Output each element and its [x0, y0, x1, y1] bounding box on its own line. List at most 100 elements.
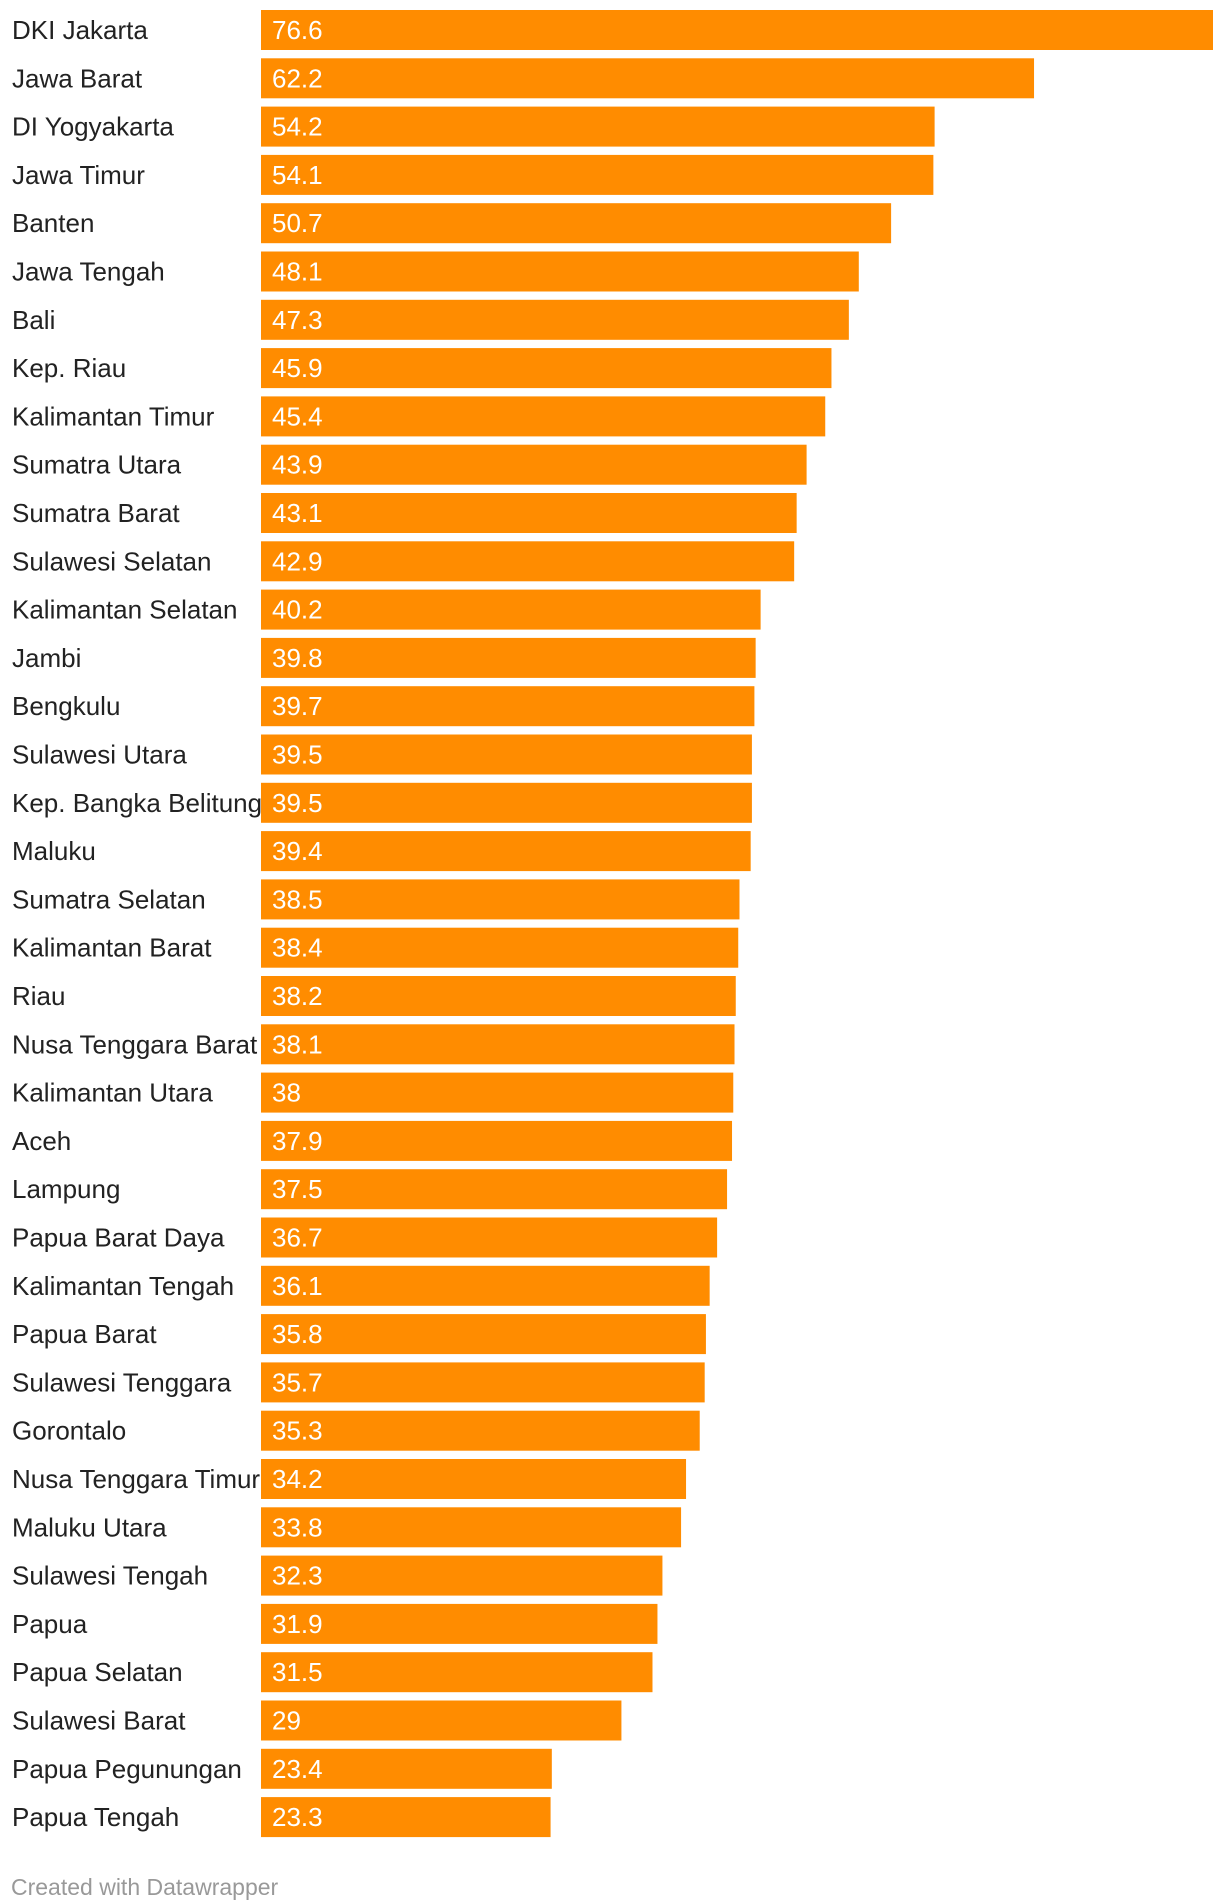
category-label: Maluku Utara	[12, 1512, 167, 1542]
category-label: Sulawesi Barat	[12, 1706, 186, 1736]
category-label: Sulawesi Utara	[12, 740, 187, 770]
bar	[261, 1459, 687, 1499]
bar	[261, 927, 739, 968]
category-label: DKI Jakarta	[12, 15, 148, 45]
value-label: 39.5	[272, 788, 323, 818]
category-label: Gorontalo	[12, 1416, 126, 1446]
bar-row: Sulawesi Selatan 42.9	[12, 541, 795, 582]
category-label: Papua Pegunungan	[12, 1754, 242, 1784]
bar-row: Bali 47.3	[12, 299, 849, 340]
value-label: 32.3	[272, 1561, 323, 1591]
value-label: 54.1	[272, 160, 323, 190]
bar	[261, 251, 859, 292]
category-label: Jawa Tengah	[12, 257, 165, 287]
datawrapper-credit: Created with Datawrapper	[11, 1874, 279, 1900]
category-label: Nusa Tenggara Barat	[12, 1029, 258, 1059]
category-label: Sulawesi Tenggara	[12, 1367, 232, 1397]
bar-row: Aceh 37.9	[12, 1120, 733, 1161]
value-label: 62.2	[272, 63, 323, 93]
value-label: 37.5	[272, 1174, 323, 1204]
bar	[261, 1024, 735, 1065]
category-label: Bali	[12, 305, 55, 335]
bar	[261, 879, 740, 920]
value-label: 39.4	[272, 836, 323, 866]
bar	[261, 1217, 718, 1258]
bar-row: Kep. Riau 45.9	[12, 348, 832, 389]
value-label: 31.9	[272, 1609, 323, 1639]
bar	[261, 1700, 622, 1741]
bar	[261, 637, 756, 678]
value-label: 37.9	[272, 1126, 323, 1156]
bar	[261, 1072, 734, 1113]
bar-row: Kalimantan Utara 38	[12, 1072, 734, 1113]
bar-row: Sulawesi Tenggara 35.7	[12, 1362, 705, 1403]
category-label: Sumatra Selatan	[12, 884, 206, 914]
category-label: Papua Barat Daya	[12, 1223, 225, 1253]
value-label: 45.9	[272, 353, 323, 383]
bar-row: Banten 50.7	[12, 203, 892, 244]
bar-row: Kalimantan Tengah 36.1	[12, 1265, 710, 1306]
bar	[261, 1362, 705, 1403]
value-label: 38.1	[272, 1029, 323, 1059]
category-label: Sumatra Utara	[12, 450, 182, 480]
value-label: 38.5	[272, 884, 323, 914]
category-label: Kalimantan Utara	[12, 1078, 213, 1108]
bar-row: Maluku 39.4	[12, 831, 751, 872]
bar-row: Sumatra Utara 43.9	[12, 444, 807, 485]
bar	[261, 58, 1035, 99]
value-label: 36.1	[272, 1271, 323, 1301]
bar-row: Kalimantan Barat 38.4	[12, 927, 739, 968]
category-label: Banten	[12, 208, 94, 238]
bar	[261, 734, 752, 775]
category-label: Papua Barat	[12, 1319, 157, 1349]
value-label: 39.5	[272, 740, 323, 770]
bar	[261, 154, 934, 195]
value-label: 48.1	[272, 257, 323, 287]
bar	[261, 1120, 733, 1161]
bar	[261, 444, 807, 485]
value-label: 45.4	[272, 401, 323, 431]
bar	[261, 1507, 682, 1548]
value-label: 40.2	[272, 595, 323, 625]
bar-row: DKI Jakarta 76.6	[12, 10, 1213, 50]
bar-row: Jambi 39.8	[12, 637, 756, 678]
value-label: 33.8	[272, 1512, 323, 1542]
value-label: 35.8	[272, 1319, 323, 1349]
value-label: 39.7	[272, 691, 323, 721]
bar	[261, 782, 752, 823]
category-label: Kalimantan Tengah	[12, 1271, 234, 1301]
category-label: Nusa Tenggara Timur	[12, 1464, 260, 1494]
value-label: 35.3	[272, 1416, 323, 1446]
value-label: 38	[272, 1078, 301, 1108]
bar	[261, 203, 892, 244]
value-label: 76.6	[272, 15, 323, 45]
bar-row: Papua Barat 35.8	[12, 1314, 706, 1355]
category-label: Sulawesi Tengah	[12, 1561, 208, 1591]
value-label: 43.9	[272, 450, 323, 480]
value-label: 31.5	[272, 1657, 323, 1687]
value-label: 23.3	[272, 1802, 323, 1832]
value-label: 36.7	[272, 1223, 323, 1253]
category-label: Jawa Barat	[12, 63, 143, 93]
value-label: 29	[272, 1706, 301, 1736]
category-label: Aceh	[12, 1126, 71, 1156]
bar-row: Bengkulu 39.7	[12, 686, 755, 727]
bar-row: Lampung 37.5	[12, 1169, 728, 1210]
category-label: Papua Tengah	[12, 1802, 179, 1832]
category-label: Papua	[12, 1609, 88, 1639]
bar-row: Sulawesi Barat 29	[12, 1700, 622, 1741]
bar-row: Sulawesi Utara 39.5	[12, 734, 752, 775]
bar-row: Gorontalo 35.3	[12, 1410, 700, 1451]
bar	[261, 299, 849, 340]
bar-row: Jawa Barat 62.2	[12, 58, 1035, 99]
category-label: Sulawesi Selatan	[12, 546, 211, 576]
value-label: 50.7	[272, 208, 323, 238]
bar-row: Sumatra Barat 43.1	[12, 493, 797, 533]
value-label: 47.3	[272, 305, 323, 335]
value-label: 34.2	[272, 1464, 323, 1494]
bar-row: Papua 31.9	[12, 1603, 658, 1644]
category-label: Bengkulu	[12, 691, 120, 721]
bar-chart: DKI Jakarta 76.6 Jawa Barat 62.2 DI Yogyakar…	[12, 10, 1213, 1838]
category-label: Kalimantan Barat	[12, 933, 212, 963]
bar-row: Riau 38.2	[12, 976, 736, 1016]
